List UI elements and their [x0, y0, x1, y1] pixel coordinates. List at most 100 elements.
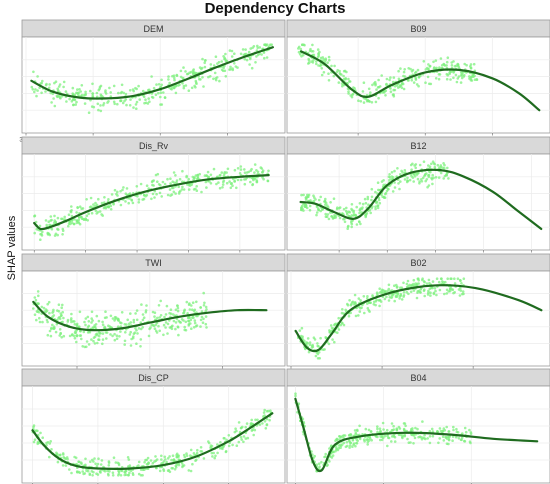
scatter-point — [324, 57, 328, 60]
scatter-point — [65, 100, 68, 103]
scatter-point — [97, 319, 101, 323]
scatter-point — [300, 204, 304, 208]
scatter-point — [199, 446, 203, 449]
scatter-point — [338, 435, 342, 438]
scatter-point — [424, 437, 427, 441]
scatter-point — [75, 324, 79, 328]
scatter-point — [80, 337, 83, 341]
scatter-point — [459, 289, 463, 292]
scatter-point — [389, 90, 393, 93]
scatter-point — [263, 43, 267, 46]
scatter-point — [33, 214, 36, 218]
scatter-point — [453, 277, 456, 281]
scatter-point — [157, 83, 161, 86]
scatter-point — [388, 178, 391, 182]
scatter-point — [355, 428, 359, 432]
scatter-point — [195, 300, 198, 304]
scatter-point — [357, 297, 361, 300]
scatter-point — [58, 317, 62, 321]
scatter-point — [184, 320, 188, 324]
scatter-point — [422, 60, 426, 63]
scatter-point — [384, 290, 388, 293]
scatter-point — [56, 460, 60, 464]
scatter-point — [266, 179, 270, 183]
scatter-point — [115, 334, 119, 338]
scatter-point — [457, 65, 461, 69]
scatter-point — [341, 84, 344, 88]
scatter-point — [416, 277, 420, 281]
scatter-point — [94, 209, 98, 212]
scatter-point — [163, 182, 167, 186]
scatter-point — [368, 437, 372, 440]
scatter-point — [168, 311, 171, 315]
scatter-point — [131, 201, 135, 205]
scatter-point — [200, 315, 204, 319]
panel-background — [21, 36, 286, 134]
scatter-point — [129, 344, 133, 347]
scatter-point — [347, 434, 351, 437]
scatter-point — [120, 311, 124, 314]
scatter-point — [154, 173, 158, 177]
scatter-point — [176, 325, 180, 329]
scatter-point — [38, 316, 41, 320]
facet-title: TWI — [145, 258, 162, 268]
scatter-point — [189, 70, 193, 74]
scatter-point — [124, 200, 127, 203]
scatter-point — [219, 173, 222, 177]
scatter-point — [124, 473, 128, 477]
scatter-point — [52, 97, 55, 100]
scatter-point — [54, 232, 58, 236]
scatter-point — [327, 72, 330, 75]
scatter-point — [320, 67, 324, 70]
scatter-point — [78, 216, 81, 219]
scatter-point — [384, 191, 388, 195]
scatter-point — [255, 44, 259, 48]
scatter-point — [72, 103, 75, 107]
scatter-point — [415, 83, 419, 86]
scatter-point — [123, 339, 127, 343]
scatter-point — [154, 455, 157, 458]
scatter-points — [33, 163, 270, 241]
scatter-point — [399, 67, 402, 70]
scatter-point — [390, 296, 393, 300]
scatter-point — [345, 440, 349, 444]
scatter-point — [172, 190, 176, 194]
scatter-point — [190, 304, 193, 307]
scatter-point — [318, 50, 321, 54]
scatter-point — [364, 427, 368, 431]
scatter-point — [32, 440, 36, 444]
scatter-point — [432, 291, 436, 295]
scatter-point — [362, 101, 366, 104]
scatter-point — [202, 317, 205, 321]
scatter-point — [209, 182, 213, 185]
scatter-point — [127, 201, 130, 205]
scatter-point — [111, 471, 115, 475]
scatter-point — [430, 177, 434, 181]
scatter-point — [163, 315, 166, 319]
scatter-point — [203, 65, 207, 69]
scatter-point — [124, 92, 128, 96]
scatter-point — [393, 284, 396, 288]
scatter-point — [239, 165, 243, 168]
scatter-point — [374, 190, 377, 194]
scatter-point — [374, 205, 377, 208]
scatter-point — [245, 58, 249, 62]
scatter-point — [220, 68, 224, 72]
scatter-point — [363, 197, 367, 201]
scatter-point — [331, 217, 335, 220]
scatter-point — [367, 203, 370, 206]
scatter-point — [62, 316, 65, 320]
scatter-point — [202, 85, 205, 88]
scatter-point — [431, 434, 435, 438]
scatter-point — [212, 167, 216, 171]
scatter-point — [64, 464, 68, 467]
scatter-point — [398, 427, 402, 430]
scatter-point — [310, 60, 313, 63]
scatter-point — [212, 77, 215, 81]
scatter-point — [367, 439, 371, 442]
scatter-point — [49, 219, 52, 222]
scatter-point — [160, 78, 163, 82]
scatter-point — [406, 176, 409, 180]
scatter-point — [134, 86, 137, 90]
scatter-point — [329, 324, 333, 327]
